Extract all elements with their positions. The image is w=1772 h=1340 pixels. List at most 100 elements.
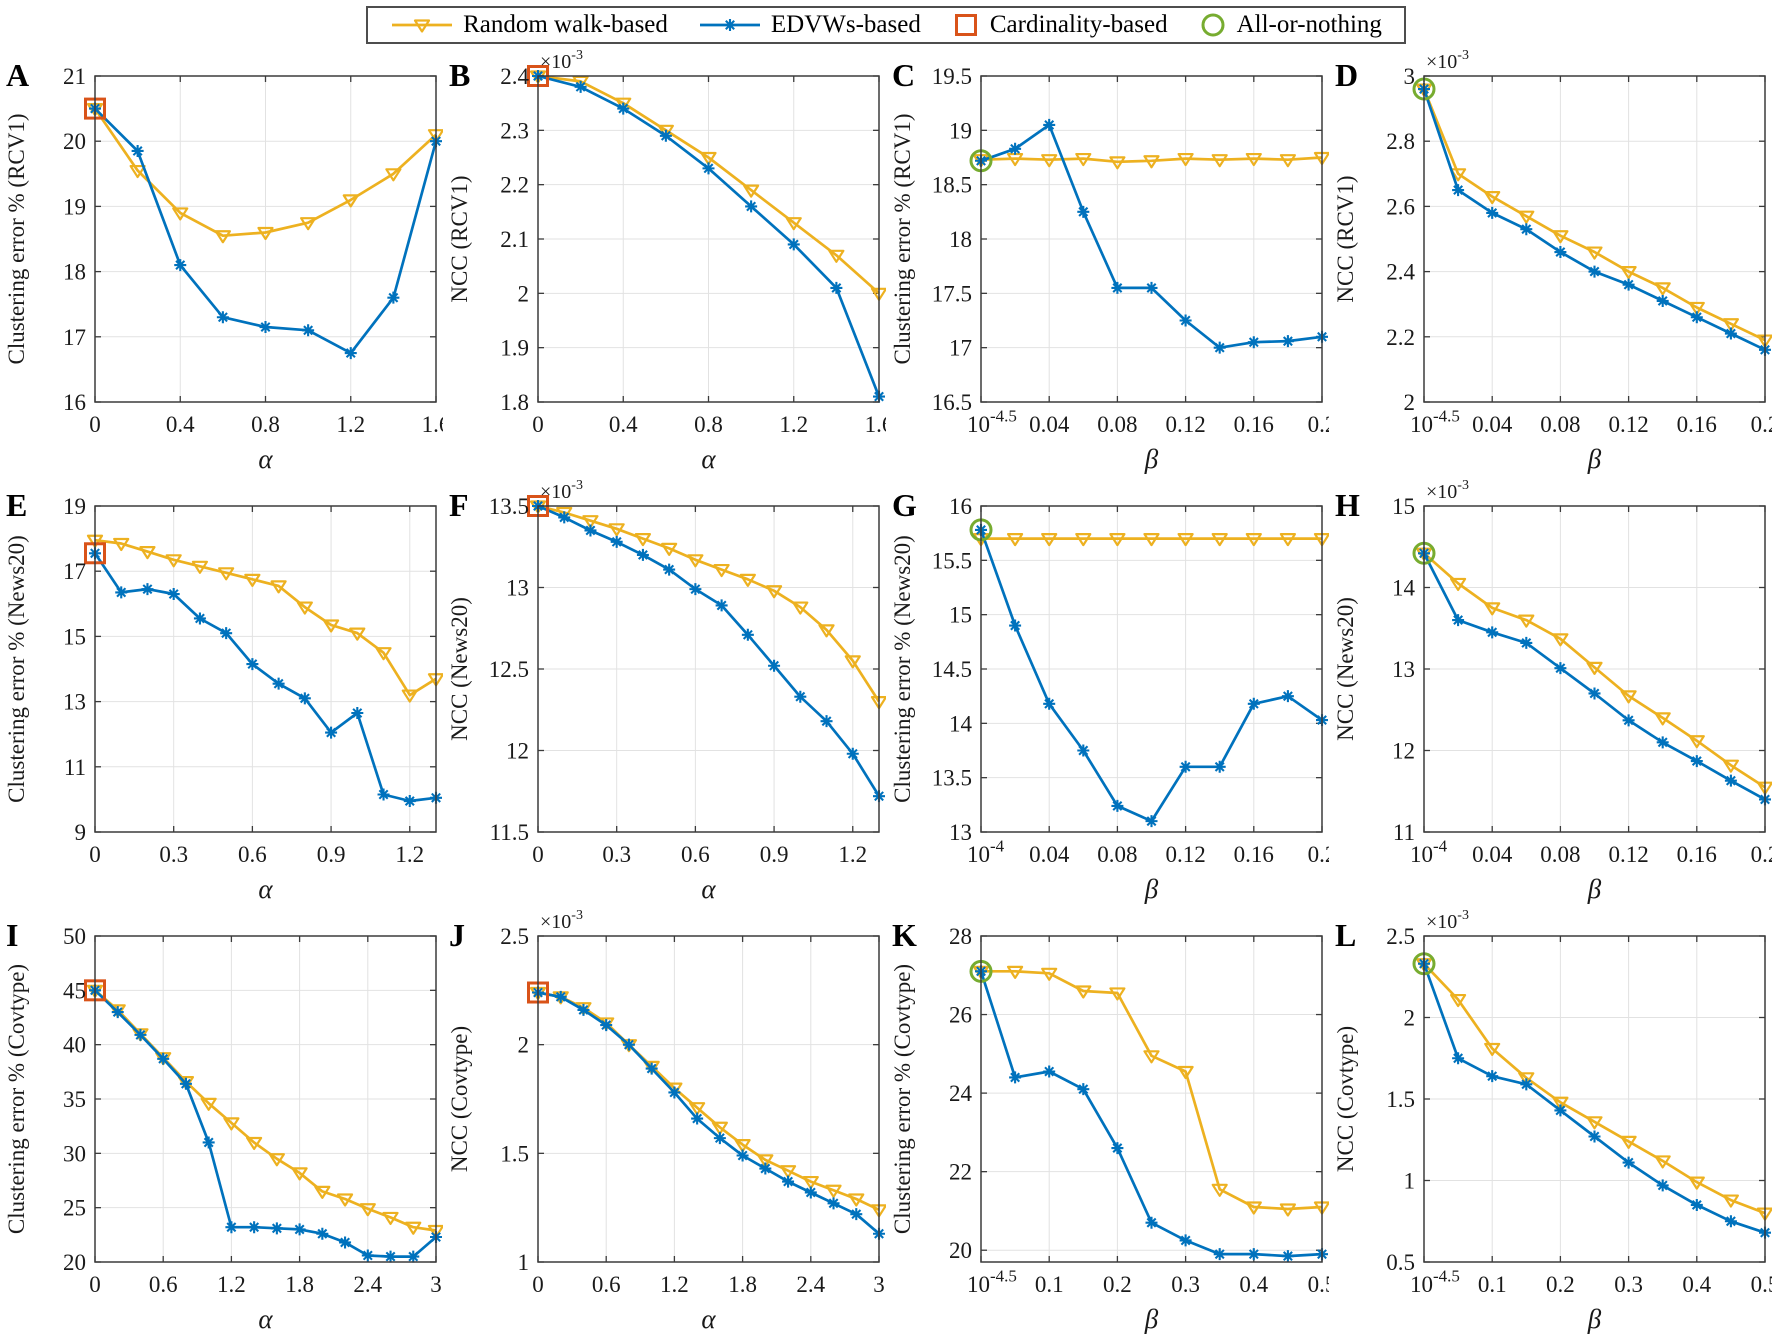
y-axis-label: Clustering error % (Covtype) xyxy=(890,964,915,1234)
random-walk-marker xyxy=(268,1153,285,1167)
edvws-marker xyxy=(1452,1052,1465,1065)
edvws-marker xyxy=(202,1136,215,1149)
random-walk-marker xyxy=(1450,577,1467,592)
x-tick-label: 0.2 xyxy=(1751,412,1772,437)
y-tick-label: 18 xyxy=(63,260,86,285)
random-walk-marker xyxy=(177,1076,195,1090)
random-walk-marker xyxy=(385,168,402,182)
edvws-marker xyxy=(298,692,311,705)
random-walk-marker xyxy=(1450,168,1467,182)
panel-letter: F xyxy=(449,487,469,523)
edvws-marker xyxy=(659,129,672,142)
y-tick-label: 12 xyxy=(1392,739,1415,764)
subplot-G: 10-4 0.04 0.08 0.12 0.16 0.2 13 13.5 14 14.5 15 15.… xyxy=(886,480,1329,910)
chart-K: 10-4.5 0.1 0.2 0.3 0.4 0.5 20 22 24 26 28 β Clusteri… xyxy=(890,917,1329,1334)
edvws-marker xyxy=(1213,341,1226,354)
gridlines xyxy=(95,936,436,1262)
edvws-marker xyxy=(293,1223,306,1236)
edvws-marker xyxy=(220,627,233,640)
x-tick-label: 0.3 xyxy=(159,842,188,867)
random-walk-marker xyxy=(1211,533,1228,547)
edvws-marker xyxy=(787,238,800,251)
chart-I: 0 0.6 1.2 1.8 2.4 3 20 25 30 35 40 45 50 α Clustering … xyxy=(4,917,443,1334)
subplot-C: 10-4.5 0.04 0.08 0.12 0.16 0.2 16.5 17 17.5 18 18.… xyxy=(886,50,1329,480)
random-walk-marker xyxy=(314,1185,331,1199)
random-walk-marker xyxy=(1279,1203,1296,1217)
random-walk-line xyxy=(537,991,880,1212)
y-tick-label: 15 xyxy=(949,603,972,628)
gridlines xyxy=(538,936,879,1262)
x-tick-label: 0.4 xyxy=(1682,1272,1711,1297)
x-tick-label: 10-4.5 xyxy=(967,407,1017,437)
random-walk-marker xyxy=(1211,154,1228,168)
x-tick-label: 0 xyxy=(532,412,544,437)
random-walk-marker xyxy=(1279,154,1296,168)
x-tick-label: 0.04 xyxy=(1472,842,1513,867)
random-walk-marker xyxy=(1552,1096,1569,1110)
chart-A: 0 0.4 0.8 1.2 1.6 16 17 18 19 20 21 α Clustering err… xyxy=(4,57,443,474)
edvws-marker xyxy=(344,347,357,360)
y-tick-label: 13 xyxy=(1392,657,1415,682)
triangle-down-icon xyxy=(413,19,431,33)
random-walk-marker xyxy=(1552,230,1569,244)
random-walk-marker xyxy=(322,619,340,633)
panel-letter: C xyxy=(892,57,915,93)
edvws-marker xyxy=(216,311,229,324)
random-walk-line xyxy=(1422,88,1766,342)
edvws-marker xyxy=(600,1019,613,1032)
x-tick-label: 0.2 xyxy=(1103,1272,1132,1297)
x-tick-label: 0.1 xyxy=(1478,1272,1507,1297)
random-walk-marker xyxy=(1722,759,1739,773)
edvws-marker xyxy=(141,583,154,596)
edvws-marker xyxy=(174,259,187,272)
legend-box: Random walk-based EDVWs-based Cardinality-… xyxy=(366,6,1406,44)
edvws-marker xyxy=(1486,206,1499,219)
x-tick-label: 0 xyxy=(89,1272,101,1297)
x-tick-label: 0.4 xyxy=(166,412,195,437)
random-walk-marker xyxy=(139,546,156,560)
y-tick-label: 2.4 xyxy=(500,64,529,89)
legend-label: Cardinality-based xyxy=(989,11,1168,38)
edvws-marker xyxy=(1111,281,1124,294)
random-walk-line xyxy=(93,107,437,238)
random-walk-marker xyxy=(291,1167,308,1181)
y-axis-label: Clustering error % (Covtype) xyxy=(4,964,29,1234)
edvws-marker xyxy=(157,1052,170,1065)
y-axis-label: Clustering error % (News20) xyxy=(890,535,915,803)
y-tick-label: 13 xyxy=(506,576,529,601)
random-walk-marker xyxy=(785,217,802,231)
panel-letter: H xyxy=(1335,487,1360,523)
subplot-D: 10-4.5 0.04 0.08 0.12 0.16 0.2 2 2.2 2.4 2.6 2.8 3 ×… xyxy=(1329,50,1772,480)
random-walk-marker xyxy=(757,1154,774,1168)
y-tick-label: 2 xyxy=(1404,390,1416,415)
edvws-marker xyxy=(1077,744,1090,757)
edvws-marker xyxy=(167,588,180,601)
edvws-marker xyxy=(1281,335,1294,348)
edvws-marker xyxy=(1656,1179,1669,1192)
edvws-marker xyxy=(1452,614,1465,627)
random-walk-marker xyxy=(214,230,231,244)
edvws-marker xyxy=(1145,1216,1158,1229)
edvws-marker xyxy=(1520,1078,1533,1091)
edvws-marker xyxy=(827,1197,840,1210)
panel-letter: L xyxy=(1335,917,1356,953)
random-walk-marker xyxy=(172,207,189,221)
edvws-marker xyxy=(1043,118,1056,131)
subplot-A: 0 0.4 0.8 1.2 1.6 16 17 18 19 20 21 α Clustering err… xyxy=(0,50,443,480)
x-tick-label: 1.2 xyxy=(336,412,365,437)
random-walk-marker xyxy=(844,655,861,669)
y-tick-label: 19 xyxy=(949,118,972,143)
x-tick-label: 0.12 xyxy=(1608,412,1648,437)
legend-label: Random walk-based xyxy=(463,11,668,38)
x-axis-label: β xyxy=(1587,444,1602,474)
random-walk-marker xyxy=(1620,1135,1637,1149)
random-walk-marker xyxy=(1041,533,1058,547)
random-walk-markers xyxy=(529,986,886,1218)
random-walk-marker xyxy=(1688,301,1705,316)
random-walk-marker xyxy=(165,554,182,568)
edvws-marker xyxy=(1588,265,1601,278)
y-tick-label: 14 xyxy=(949,711,973,736)
random-walk-marker xyxy=(1211,1183,1228,1197)
x-tick-label: 0.6 xyxy=(238,842,267,867)
random-walk-marker xyxy=(1518,614,1535,628)
